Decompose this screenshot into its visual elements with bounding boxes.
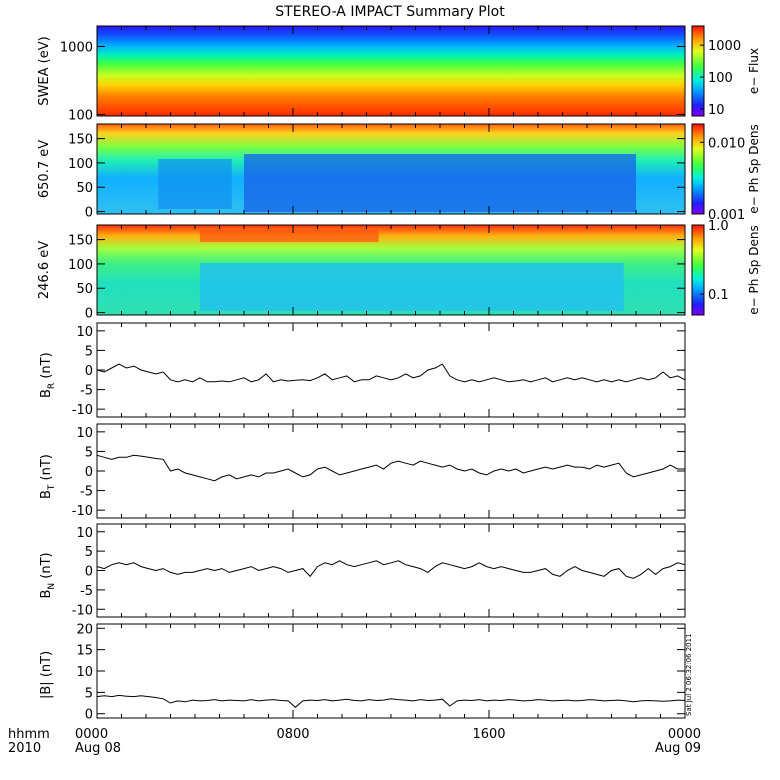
heatmap-low-flux-band: [244, 154, 636, 212]
heatmap-low-flux-band: [199, 263, 624, 311]
heatmap-background: [97, 26, 685, 116]
y-tick-label: 1000: [60, 40, 93, 55]
y-tick-label: 100: [68, 258, 93, 273]
y-tick-label: 150: [68, 133, 93, 148]
y-tick-label: 50: [76, 181, 93, 196]
panel-6: -10 -5 0 5 10 BN (nT): [39, 523, 686, 618]
x-axis-label-year: 2010: [8, 741, 41, 756]
panel-y-label: |B| (nT): [39, 651, 54, 699]
colorbar: [691, 224, 705, 316]
x-tick-label: 0800: [276, 727, 309, 742]
colorbar-label: e− Ph Sp Dens: [747, 225, 761, 314]
colorbar-label: e− Ph Sp Dens: [747, 124, 761, 213]
y-tick-label: 0: [85, 364, 93, 379]
panel-frame: [96, 523, 686, 618]
y-tick-label: 150: [68, 234, 93, 249]
panel-y-label: 246.6 eV: [37, 241, 52, 299]
y-tick-label: -5: [80, 384, 93, 399]
y-tick-label: -10: [72, 504, 93, 519]
panel-frame: [96, 423, 686, 519]
panel-3: 0 50 100 150 246.6 eV 0.1 1.0 e− Ph Sp Dens: [37, 219, 761, 322]
series-line: [96, 454, 685, 482]
panel-y-label: SWEA (eV): [37, 36, 52, 105]
panel-y-label: BN (nT): [39, 552, 57, 598]
panel-y-label: BT (nT): [39, 454, 57, 499]
heatmap-low-flux-band: [158, 159, 232, 209]
y-tick-label: 5: [85, 344, 93, 359]
y-tick-label: 10: [76, 325, 93, 340]
panel-2: 0 50 100 150 650.7 eV 0.001 0.010 e− Ph Sp Dens: [37, 123, 761, 223]
y-tick-label: 0: [85, 206, 93, 221]
colorbar-tick-label: 100: [708, 71, 733, 86]
panel-4: -10 -5 0 5 10 BR (nT): [39, 322, 686, 418]
y-tick-label: 10: [76, 665, 93, 680]
x-tick-label: 1600: [472, 727, 505, 742]
x-tick-date-label: Aug 08: [75, 741, 121, 756]
series-line: [96, 363, 686, 383]
colorbar-tick-label: 0.010: [708, 136, 745, 151]
colorbar-tick-label: 1000: [708, 39, 741, 54]
y-tick-label: 0: [85, 307, 93, 322]
colorbar-tick-label: 0.001: [708, 208, 745, 223]
colorbar-label: e− Flux: [747, 48, 761, 94]
x-tick-label: 0000: [75, 727, 108, 742]
x-axis-label-hhmm: hhmm: [8, 727, 50, 742]
colorbar: [691, 123, 705, 215]
y-tick-label: -5: [80, 584, 93, 599]
y-tick-label: -10: [72, 403, 93, 418]
y-tick-label: 100: [68, 157, 93, 172]
y-tick-label: 10: [76, 526, 93, 541]
panel-y-label: BR (nT): [39, 352, 57, 398]
plot-title: STEREO-A IMPACT Summary Plot: [275, 4, 505, 20]
series-line: [96, 694, 686, 708]
panel-frame: [96, 322, 686, 418]
y-tick-label: -5: [80, 485, 93, 500]
colorbar-tick-label: 0.1: [708, 288, 729, 303]
panel-frame: [96, 623, 686, 719]
y-tick-label: 15: [76, 644, 93, 659]
y-tick-label: 10: [76, 426, 93, 441]
y-tick-label: 20: [76, 622, 93, 637]
x-tick-label: 0000: [668, 727, 701, 742]
heatmap-high-flux-band: [199, 230, 379, 242]
y-tick-label: -10: [72, 603, 93, 618]
colorbar-tick-label: 10: [708, 103, 725, 118]
y-tick-label: 50: [76, 282, 93, 297]
series-line: [96, 560, 686, 579]
panel-7: 0 5 10 15 20 |B| (nT): [39, 622, 686, 723]
y-tick-label: 0: [85, 565, 93, 580]
y-tick-label: 0: [85, 465, 93, 480]
x-tick-date-label: Aug 09: [655, 741, 701, 756]
colorbar: [691, 25, 705, 117]
y-tick-label: 100: [68, 108, 93, 123]
y-tick-label: 5: [85, 545, 93, 560]
panel-5: -10 -5 0 5 10 BT (nT): [39, 423, 686, 519]
panel-1: 100 1000 SWEA (eV) 10 100 1000 e− Flux: [37, 25, 761, 123]
generation-timestamp: Sat Jul 2 06:32:06 2011: [685, 633, 693, 716]
panel-y-label: 650.7 eV: [37, 140, 52, 198]
y-tick-label: 5: [85, 445, 93, 460]
y-tick-label: 5: [85, 686, 93, 701]
colorbar-tick-label: 1.0: [708, 219, 729, 234]
y-tick-label: 0: [85, 708, 93, 723]
